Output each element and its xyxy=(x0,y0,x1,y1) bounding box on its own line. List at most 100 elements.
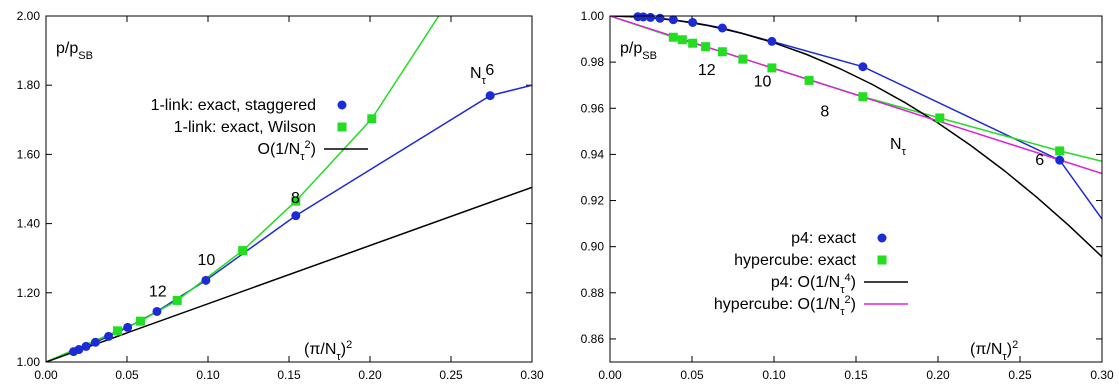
legend-label: O(1/Nτ2) xyxy=(258,139,316,163)
data-point xyxy=(717,47,727,57)
legend-label-part: τ xyxy=(840,284,845,296)
legend-label-part: p4: O(1/N xyxy=(771,274,840,291)
ntau-label-part: N xyxy=(470,65,482,82)
x-tick-label: 0.30 xyxy=(520,368,544,382)
legend-label-part: O(1/N xyxy=(258,141,301,158)
legend-label-part: 1-link: exact, staggered xyxy=(151,97,316,114)
x-axis-label-part: τ xyxy=(1002,351,1007,363)
y-tick-label: 0.94 xyxy=(581,147,605,161)
legend-label-part: hypercube: exact xyxy=(734,252,856,269)
data-point xyxy=(688,38,698,48)
legend-marker xyxy=(337,122,347,132)
axis-ticks: 0.00 0.05 0.10 0.15 0.20 0.25 0.30 0.86 0.88 0.90… xyxy=(581,9,1114,382)
data-point xyxy=(668,15,678,25)
plot-frame xyxy=(45,15,533,363)
data-point xyxy=(858,92,868,102)
legend-label: hypercube: O(1/Nτ2) xyxy=(714,294,856,318)
series-line xyxy=(46,186,532,362)
annotation-label: 10 xyxy=(197,252,215,269)
data-point xyxy=(858,62,868,72)
legend-label-part: ) xyxy=(851,296,856,313)
legend-label-part: 2 xyxy=(305,139,311,151)
axis-ticks: 0.00 0.05 0.10 0.15 0.20 0.25 0.30 1.00 1.20 1.40… xyxy=(17,9,544,382)
x-tick-label: 0.15 xyxy=(844,368,868,382)
annotation-label: 12 xyxy=(698,62,716,79)
x-axis-label-part: 2 xyxy=(1012,339,1018,351)
data-point xyxy=(688,17,698,27)
y-tick-label: 1.20 xyxy=(17,286,41,300)
legend-label: 1-link: exact, staggered xyxy=(151,97,316,114)
x-tick-label: 0.25 xyxy=(439,368,463,382)
y-tick-label: 0.98 xyxy=(581,55,605,69)
legend-label-part: hypercube: O(1/N xyxy=(714,296,840,313)
x-tick-label: 0.00 xyxy=(34,368,58,382)
series-curves xyxy=(610,16,1102,258)
legend-label-part: ) xyxy=(311,141,316,158)
data-point xyxy=(767,36,777,46)
data-point xyxy=(1055,155,1065,165)
y-axis-label-part: SB xyxy=(78,50,93,62)
plot-frame xyxy=(609,15,1103,363)
ntau-label: Nτ xyxy=(470,65,487,87)
x-tick-label: 0.00 xyxy=(598,368,622,382)
y-axis-label: p/pSB xyxy=(56,40,93,62)
series-line xyxy=(610,16,1102,220)
x-axis-label-part: τ xyxy=(336,351,341,363)
legend-label-part: 1-link: exact, Wilson xyxy=(174,119,316,136)
data-point xyxy=(104,331,114,341)
y-tick-label: 1.80 xyxy=(17,78,41,92)
data-point xyxy=(90,337,100,347)
data-point xyxy=(485,91,495,101)
legend: 1-link: exact, staggered 1-link: exact, W… xyxy=(151,97,368,163)
series-markers xyxy=(633,12,1065,165)
series-line xyxy=(610,16,1102,258)
data-point xyxy=(677,35,687,45)
ntau-label-part: τ xyxy=(902,146,907,158)
legend-label: p4: exact xyxy=(791,230,856,247)
x-axis-label-part: 2 xyxy=(346,339,352,351)
annotation-label: 12 xyxy=(149,283,167,300)
data-point xyxy=(135,316,145,326)
x-tick-label: 0.20 xyxy=(358,368,382,382)
ntau-label-part: τ xyxy=(482,75,487,87)
legend-label-part: 4 xyxy=(845,272,851,284)
x-tick-label: 0.15 xyxy=(277,368,301,382)
x-tick-label: 0.10 xyxy=(762,368,786,382)
data-point xyxy=(655,13,665,23)
annotation-label: 6 xyxy=(485,62,494,79)
x-axis-label-part: (π/N xyxy=(304,341,336,358)
data-point xyxy=(112,326,122,336)
ntau-label-part: N xyxy=(890,136,902,153)
data-point xyxy=(717,23,727,33)
legend-label-part: p4: exact xyxy=(791,230,856,247)
data-point xyxy=(935,113,945,123)
data-point xyxy=(638,12,648,22)
x-tick-label: 0.05 xyxy=(115,368,139,382)
data-point xyxy=(74,345,84,355)
data-point xyxy=(738,54,748,64)
annotations: 6 8 10 12 xyxy=(698,62,1044,169)
x-axis-label: (π/Nτ)2 xyxy=(970,339,1018,363)
data-point xyxy=(1055,146,1065,156)
legend-label-part: τ xyxy=(840,306,845,318)
y-tick-label: 1.60 xyxy=(17,147,41,161)
y-axis-label-part: p/p xyxy=(56,40,78,57)
x-tick-label: 0.25 xyxy=(1008,368,1032,382)
annotation-label: 10 xyxy=(754,73,772,90)
y-tick-label: 1.00 xyxy=(17,355,41,369)
y-axis-label-part: p/p xyxy=(620,40,642,57)
y-tick-label: 0.86 xyxy=(581,332,605,346)
chart-panel-2: 0.00 0.05 0.10 0.15 0.20 0.25 0.30 0.86 0.88 0.90… xyxy=(581,9,1114,382)
data-point xyxy=(81,341,91,351)
legend-marker xyxy=(877,233,887,243)
legend-marker xyxy=(877,255,887,265)
y-tick-label: 0.88 xyxy=(581,286,605,300)
data-point xyxy=(201,275,211,285)
y-tick-label: 0.96 xyxy=(581,101,605,115)
data-point xyxy=(291,211,301,221)
annotation-label: 8 xyxy=(820,103,829,120)
series-line xyxy=(46,16,440,362)
legend-label-part: ) xyxy=(851,274,856,291)
data-point xyxy=(646,12,656,22)
